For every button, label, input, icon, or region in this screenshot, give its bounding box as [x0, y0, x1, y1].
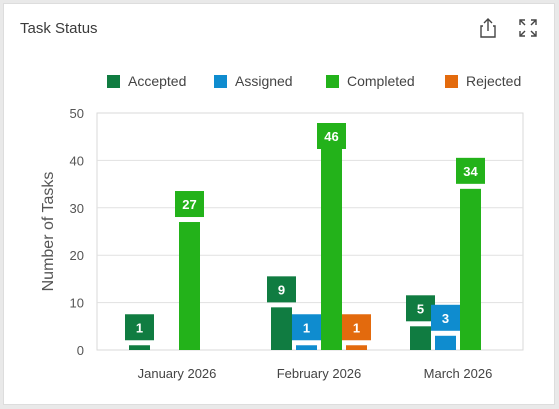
- data-label-box: [342, 314, 371, 341]
- legend-item-assigned[interactable]: Assigned: [214, 73, 293, 89]
- data-label-box: [456, 157, 485, 184]
- x-tick-label: March 2026: [424, 366, 493, 381]
- bar-completed[interactable]: [460, 188, 481, 350]
- data-label: 1: [353, 320, 360, 335]
- x-tick-label: February 2026: [277, 366, 362, 381]
- data-label-box: [125, 314, 154, 341]
- task-status-chart: Accepted Assigned Completed Rejected 0 10 20 3…: [40, 73, 524, 381]
- data-label: 3: [442, 311, 449, 326]
- x-tick-label: January 2026: [138, 366, 217, 381]
- bar-accepted[interactable]: [129, 345, 150, 350]
- y-tick-label: 0: [77, 343, 84, 358]
- bar-completed[interactable]: [321, 131, 342, 350]
- y-axis-label: Number of Tasks: [40, 172, 57, 292]
- bar-assigned[interactable]: [296, 345, 317, 350]
- bar-rejected[interactable]: [346, 345, 367, 350]
- data-label-box: [317, 123, 346, 149]
- data-label-box: [292, 314, 321, 341]
- data-label: 1: [136, 320, 143, 335]
- legend-swatch: [214, 75, 227, 88]
- data-label: 1: [303, 320, 310, 335]
- bar-accepted[interactable]: [271, 307, 292, 350]
- expand-icon[interactable]: [516, 16, 540, 40]
- data-label: 9: [278, 282, 285, 297]
- y-tick-label: 30: [70, 201, 84, 216]
- legend-item-rejected[interactable]: Rejected: [445, 73, 521, 89]
- legend-item-completed[interactable]: Completed: [326, 73, 415, 89]
- legend-item-accepted[interactable]: Accepted: [107, 73, 186, 89]
- data-label: 46: [324, 129, 338, 144]
- data-label: 34: [463, 164, 478, 179]
- y-tick-label: 20: [70, 248, 84, 263]
- bar-accepted[interactable]: [410, 326, 431, 350]
- share-icon[interactable]: [476, 16, 500, 40]
- legend-label: Completed: [347, 73, 415, 89]
- legend-label: Accepted: [128, 73, 186, 89]
- legend-label: Assigned: [235, 73, 293, 89]
- bar-assigned[interactable]: [435, 335, 456, 350]
- data-label-box: [267, 276, 296, 303]
- y-tick-label: 10: [70, 296, 84, 311]
- data-label-box: [431, 304, 460, 331]
- legend-swatch: [107, 75, 120, 88]
- legend-swatch: [326, 75, 339, 88]
- y-tick-label: 50: [70, 106, 84, 121]
- bar-completed[interactable]: [179, 222, 200, 350]
- data-label-box: [175, 191, 204, 218]
- data-label: 27: [182, 197, 196, 212]
- data-label: 5: [417, 301, 424, 316]
- data-label-box: [406, 295, 435, 322]
- card-title: Task Status: [20, 20, 98, 37]
- legend-swatch: [445, 75, 458, 88]
- y-tick-label: 40: [70, 153, 84, 168]
- legend-label: Rejected: [466, 73, 521, 89]
- task-status-card: Task Status Accepted Assigned Completed Rej…: [3, 3, 555, 405]
